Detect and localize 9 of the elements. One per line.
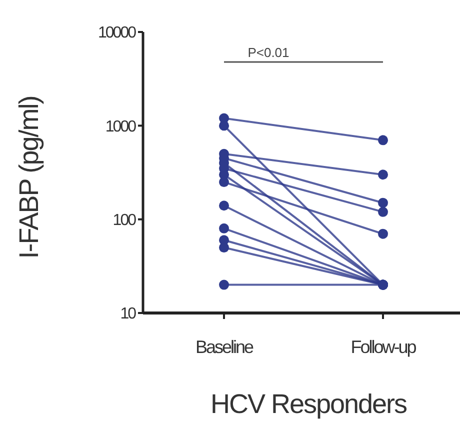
y-axis-title: I-FABP (pg/ml) bbox=[14, 96, 44, 259]
x-tick-label: Baseline bbox=[195, 337, 254, 357]
y-tick-label: 100 bbox=[112, 212, 137, 229]
x-tick-label: Follow-up bbox=[350, 337, 417, 357]
annotation: P<0.01 bbox=[248, 45, 290, 60]
x-axis-title: HCV Responders bbox=[210, 389, 408, 419]
y-tick-label: 10000 bbox=[98, 24, 137, 42]
y-tick-label: 1000 bbox=[105, 118, 137, 136]
y-tick-label: 10 bbox=[120, 306, 137, 323]
